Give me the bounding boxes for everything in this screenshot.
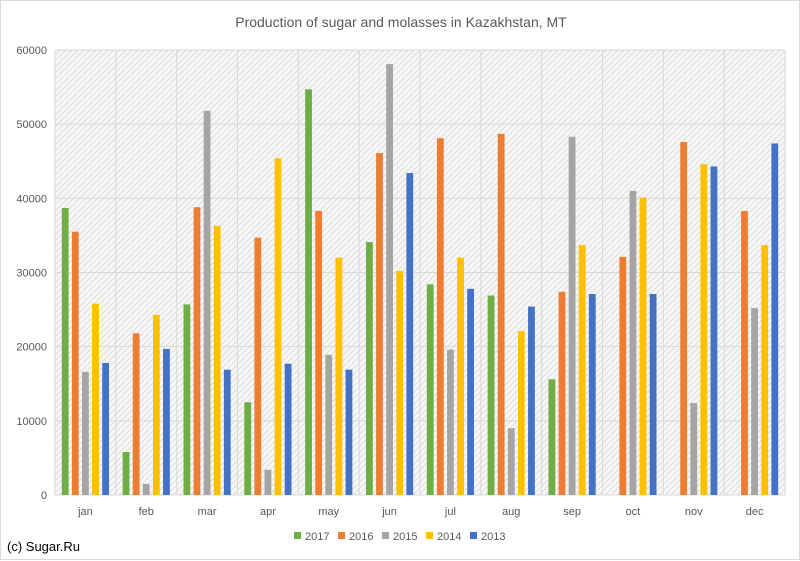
bar-2016-nov: [680, 141, 688, 495]
bar-2013-aug: [528, 306, 535, 495]
bar-2014-jun: [396, 271, 404, 495]
x-tick-label: jan: [77, 506, 93, 518]
bar-2013-mar: [223, 369, 231, 495]
bar-2013-jun: [406, 173, 414, 495]
bar-2016-may: [315, 210, 323, 496]
bar-2017-mar: [183, 304, 191, 495]
bar-2014-jul: [457, 257, 464, 495]
legend-label-2013: 2013: [481, 531, 505, 543]
y-axis-ticks: 0 10000 20000 30000 40000 50000 60000: [16, 45, 47, 502]
bar-2015-sep: [568, 136, 576, 495]
bar-2014-feb: [152, 314, 160, 495]
bar-2015-nov: [690, 403, 698, 495]
x-tick-label: jun: [381, 506, 397, 518]
y-tick-label: 10000: [16, 416, 47, 428]
bar-2015-mar: [203, 110, 211, 496]
bar-2016-feb: [132, 333, 140, 495]
legend-label-2015: 2015: [393, 531, 417, 543]
bar-2015-apr: [264, 469, 272, 495]
bar-2017-jun: [365, 242, 373, 495]
gridlines: [54, 49, 786, 496]
x-tick-label: dec: [746, 506, 764, 518]
bar-2015-oct: [629, 190, 637, 495]
bar-2015-jul: [447, 349, 454, 495]
legend-swatch-2016: [338, 532, 345, 539]
y-tick-label: 60000: [16, 45, 47, 57]
legend-label-2016: 2016: [349, 531, 373, 543]
bar-2016-apr: [254, 237, 262, 495]
bar-2013-apr: [284, 363, 292, 495]
bar-2017-feb: [122, 451, 130, 495]
bar-2014-jan: [92, 303, 99, 495]
bar-2014-oct: [639, 197, 647, 495]
bar-2014-sep: [578, 245, 586, 495]
y-tick-label: 20000: [16, 342, 47, 354]
bar-2013-sep: [588, 294, 596, 495]
bar-2013-may: [345, 369, 353, 495]
bar-2017-jul: [426, 284, 434, 495]
bar-2013-dec: [771, 143, 779, 495]
bar-2014-aug: [517, 331, 525, 495]
bar-2015-dec: [751, 308, 758, 495]
y-tick-label: 50000: [16, 119, 47, 131]
bar-2017-sep: [548, 379, 556, 495]
chart-title: Production of sugar and molasses in Kaza…: [235, 14, 567, 30]
y-tick-label: 40000: [16, 193, 47, 205]
y-tick-label: 30000: [16, 268, 47, 280]
x-tick-label: aug: [502, 506, 520, 518]
x-tick-label: oct: [626, 506, 641, 518]
x-tick-label: nov: [685, 506, 703, 518]
bar-2017-aug: [487, 295, 495, 495]
legend: 2017 2016 2015 2014 2013: [294, 531, 505, 543]
bar-2015-may: [325, 354, 333, 495]
bar-2013-feb: [163, 348, 170, 495]
bar-2013-jan: [102, 362, 110, 495]
bar-2013-jul: [467, 288, 475, 495]
bar-2016-mar: [193, 207, 201, 495]
x-tick-label: apr: [260, 506, 276, 518]
credit-text: (c) Sugar.Ru: [7, 539, 80, 554]
x-tick-label: mar: [198, 506, 217, 518]
x-tick-label: sep: [563, 506, 581, 518]
bar-2015-jan: [82, 371, 89, 495]
x-tick-label: may: [318, 506, 339, 518]
bar-2014-apr: [274, 158, 282, 496]
y-tick-label: 0: [41, 490, 47, 502]
bar-2013-nov: [710, 166, 718, 496]
bar-2015-aug: [507, 428, 515, 495]
bar-2016-jul: [436, 138, 444, 495]
x-tick-label: feb: [139, 506, 154, 518]
x-tick-label: jul: [444, 506, 456, 518]
bar-2014-mar: [213, 225, 221, 495]
bar-2017-jan: [61, 207, 69, 495]
bar-2016-jun: [376, 153, 383, 495]
bars: [61, 64, 779, 496]
bar-2016-sep: [558, 291, 566, 495]
bar-2016-dec: [741, 210, 748, 496]
bar-2014-may: [335, 257, 343, 495]
bar-2016-aug: [497, 133, 505, 495]
bar-2015-jun: [386, 64, 393, 495]
bar-2015-feb: [142, 483, 150, 495]
legend-label-2014: 2014: [437, 531, 461, 543]
bar-2017-may: [305, 89, 312, 495]
bar-2016-oct: [619, 256, 627, 495]
bar-2017-apr: [244, 402, 252, 495]
bar-2016-jan: [71, 231, 79, 496]
legend-swatch-2015: [382, 532, 389, 539]
legend-label-2017: 2017: [305, 531, 329, 543]
bar-2014-nov: [700, 164, 708, 495]
bar-2014-dec: [761, 245, 769, 495]
legend-swatch-2013: [470, 532, 477, 539]
legend-swatch-2017: [294, 532, 301, 539]
bar-2013-oct: [649, 294, 657, 495]
x-axis-ticks: jan feb mar apr may jun jul aug sep oct nov dec: [77, 506, 764, 518]
legend-swatch-2014: [426, 532, 433, 539]
